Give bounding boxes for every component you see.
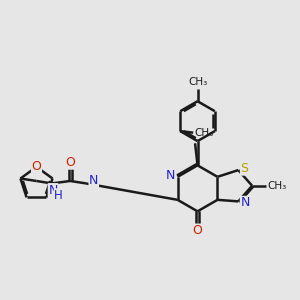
Text: N: N — [240, 196, 250, 209]
Text: S: S — [241, 162, 248, 175]
Text: O: O — [193, 224, 202, 237]
Text: CH₃: CH₃ — [194, 128, 214, 138]
Text: CH₃: CH₃ — [188, 77, 207, 87]
Text: O: O — [32, 160, 41, 173]
Text: N: N — [89, 174, 98, 187]
Text: H: H — [54, 189, 63, 202]
Text: O: O — [65, 156, 75, 169]
Text: CH₃: CH₃ — [268, 181, 287, 191]
Text: N: N — [166, 169, 176, 182]
Text: N: N — [48, 184, 58, 197]
